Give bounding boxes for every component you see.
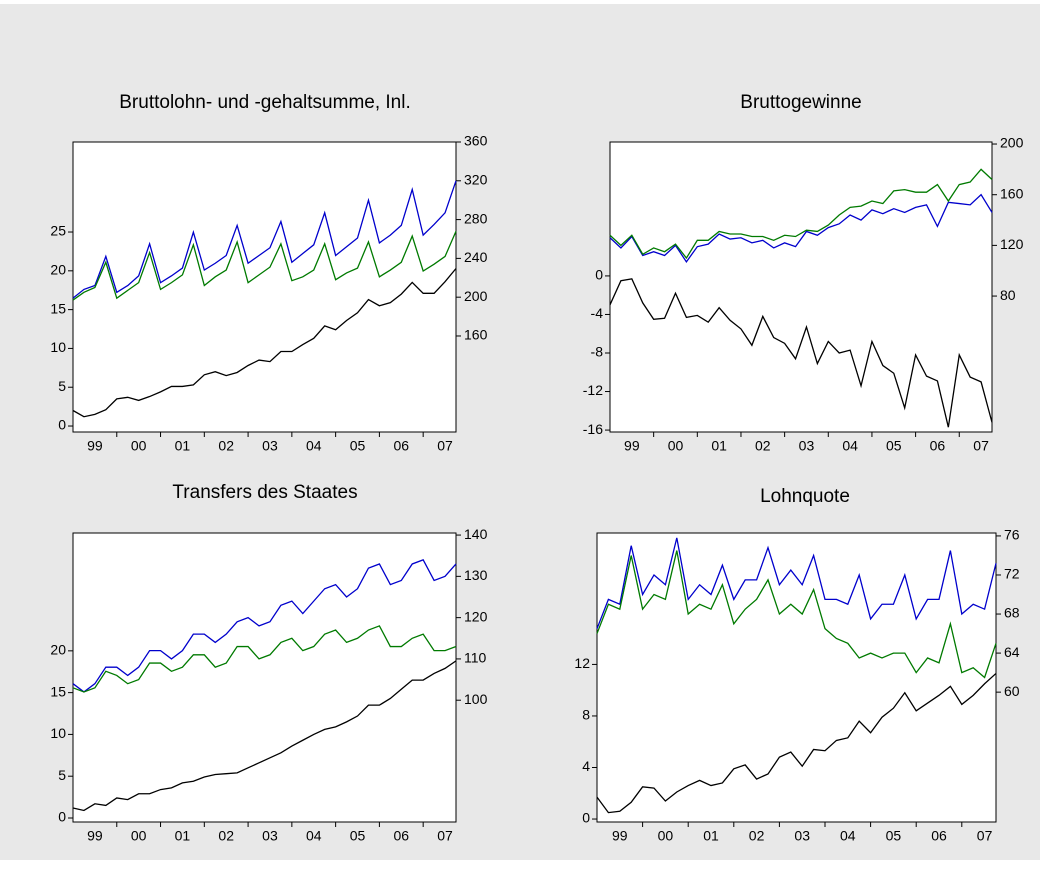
x-tick-label: 01 [703, 828, 719, 844]
y-tick-label: 4 [582, 758, 590, 774]
y2-tick-label: 72 [1004, 566, 1020, 582]
x-tick-label: 04 [842, 438, 858, 454]
y2-tick-label: 76 [1004, 527, 1020, 543]
y2-tick-label: 200 [1000, 135, 1024, 151]
series-line [609, 278, 993, 428]
series-line [72, 230, 457, 301]
series-line [72, 660, 457, 812]
y-tick-label: 0 [595, 267, 603, 283]
y2-tick-label: 140 [464, 526, 488, 542]
y2-tick-label: 160 [464, 327, 488, 343]
y2-tick-label: 120 [1000, 236, 1024, 252]
y-tick-label: 20 [50, 262, 66, 278]
chart-title: Bruttogewinne [740, 92, 861, 113]
y2-tick-label: 130 [464, 567, 488, 583]
x-tick-label: 02 [218, 828, 234, 844]
x-tick-label: 03 [799, 438, 815, 454]
x-tick-label: 00 [668, 438, 684, 454]
x-tick-label: 02 [218, 438, 234, 454]
series-line [72, 180, 457, 299]
chart-title: Transfers des Staates [172, 482, 357, 503]
x-tick-label: 00 [131, 438, 147, 454]
y2-tick-label: 200 [464, 288, 488, 304]
x-tick-label: 03 [794, 828, 810, 844]
x-tick-label: 99 [87, 828, 103, 844]
x-tick-label: 99 [624, 438, 640, 454]
chart-title: Bruttolohn- und -gehaltsumme, Inl. [119, 92, 411, 113]
y2-tick-label: 280 [464, 210, 488, 226]
y-tick-label: 20 [50, 642, 66, 658]
y-tick-label: -4 [591, 305, 604, 321]
y-tick-label: 5 [58, 378, 66, 394]
plot-area [609, 141, 993, 433]
x-tick-label: 99 [87, 438, 103, 454]
y2-tick-label: 320 [464, 171, 488, 187]
plot-area [72, 141, 457, 433]
series-line [609, 193, 993, 263]
y-tick-label: -16 [583, 421, 603, 437]
x-tick-label: 99 [612, 828, 628, 844]
series-line [72, 625, 457, 693]
x-tick-label: 04 [306, 438, 322, 454]
x-tick-label: 07 [437, 828, 453, 844]
y-tick-label: 5 [58, 767, 66, 783]
y2-tick-label: 68 [1004, 605, 1020, 621]
series-line [609, 168, 993, 260]
y-tick-label: 10 [50, 725, 66, 741]
series-line [596, 537, 997, 629]
x-tick-label: 07 [977, 828, 993, 844]
x-tick-label: 01 [711, 438, 727, 454]
series-line [596, 672, 997, 814]
x-tick-label: 01 [175, 438, 191, 454]
x-tick-label: 03 [262, 438, 278, 454]
x-tick-label: 05 [350, 828, 366, 844]
x-tick-label: 02 [749, 828, 765, 844]
y-tick-label: 12 [574, 655, 590, 671]
y2-tick-label: 160 [1000, 185, 1024, 201]
x-tick-label: 07 [437, 438, 453, 454]
y-tick-label: 0 [58, 417, 66, 433]
x-tick-label: 06 [393, 438, 409, 454]
y2-tick-label: 80 [1000, 287, 1016, 303]
y-tick-label: 15 [50, 300, 66, 316]
x-tick-label: 05 [886, 828, 902, 844]
y-tick-label: 8 [582, 707, 590, 723]
y-tick-label: -12 [583, 382, 603, 398]
y2-tick-label: 360 [464, 133, 488, 149]
y-tick-label: 10 [50, 339, 66, 355]
y2-tick-label: 110 [464, 650, 487, 666]
y-tick-label: -8 [591, 344, 604, 360]
plot-area [72, 532, 457, 823]
series-line [596, 550, 997, 679]
y-tick-label: 25 [50, 223, 66, 239]
series-line [72, 268, 457, 418]
chart-title: Lohnquote [760, 486, 850, 507]
y-tick-label: 0 [582, 810, 590, 826]
x-tick-label: 01 [175, 828, 191, 844]
x-tick-label: 05 [886, 438, 902, 454]
x-tick-label: 05 [350, 438, 366, 454]
y-tick-label: 0 [58, 809, 66, 825]
x-tick-label: 00 [131, 828, 147, 844]
y2-tick-label: 100 [464, 691, 488, 707]
y2-tick-label: 60 [1004, 683, 1020, 699]
x-tick-label: 07 [973, 438, 989, 454]
y2-tick-label: 64 [1004, 644, 1020, 660]
x-tick-label: 00 [658, 828, 674, 844]
x-tick-label: 03 [262, 828, 278, 844]
x-tick-label: 06 [930, 438, 946, 454]
y2-tick-label: 240 [464, 249, 488, 265]
y2-tick-label: 120 [464, 608, 488, 624]
y-tick-label: 15 [50, 683, 66, 699]
x-tick-label: 06 [393, 828, 409, 844]
series-line [72, 559, 457, 693]
x-tick-label: 02 [755, 438, 771, 454]
x-tick-label: 06 [931, 828, 947, 844]
x-tick-label: 04 [306, 828, 322, 844]
x-tick-label: 04 [840, 828, 856, 844]
plot-area [596, 532, 997, 823]
